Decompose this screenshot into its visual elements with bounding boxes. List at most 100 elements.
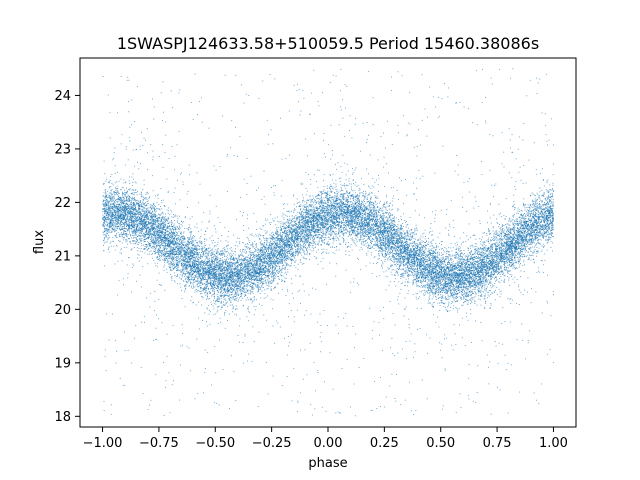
data-point xyxy=(445,283,447,285)
data-point xyxy=(121,242,123,244)
data-point xyxy=(277,276,279,277)
data-point xyxy=(418,280,420,282)
data-point xyxy=(403,264,404,266)
data-point xyxy=(329,200,331,201)
data-point xyxy=(202,271,204,272)
data-point xyxy=(461,294,463,296)
data-point xyxy=(237,286,239,288)
data-point xyxy=(105,235,107,237)
data-point xyxy=(316,234,318,235)
data-point xyxy=(155,233,157,235)
data-point xyxy=(123,234,125,236)
data-point xyxy=(222,275,224,277)
data-point xyxy=(115,245,117,247)
data-point xyxy=(397,237,399,239)
data-point xyxy=(385,253,387,255)
data-point xyxy=(228,244,230,246)
data-point xyxy=(473,207,475,209)
data-point xyxy=(535,218,537,220)
data-point xyxy=(111,230,113,232)
data-point xyxy=(371,252,373,254)
data-point xyxy=(423,265,425,267)
data-point xyxy=(136,216,138,218)
data-point xyxy=(451,344,453,346)
data-point xyxy=(312,238,314,240)
data-point xyxy=(398,259,400,261)
data-point xyxy=(139,145,141,147)
data-point xyxy=(156,257,158,259)
data-point xyxy=(106,207,108,209)
data-point xyxy=(535,220,536,221)
data-point xyxy=(392,222,393,224)
data-point xyxy=(433,302,435,303)
data-point xyxy=(301,224,303,226)
data-point xyxy=(518,234,520,236)
data-point xyxy=(312,227,314,229)
data-point xyxy=(511,276,513,278)
data-point xyxy=(499,291,501,293)
data-point xyxy=(146,128,148,130)
data-point xyxy=(475,268,476,270)
data-point xyxy=(173,254,175,256)
data-point xyxy=(497,274,498,275)
data-point xyxy=(288,225,290,227)
data-point xyxy=(183,221,185,223)
data-point xyxy=(196,242,198,244)
data-point xyxy=(296,202,298,204)
data-point xyxy=(321,199,323,201)
data-point xyxy=(263,256,265,257)
data-point xyxy=(210,254,212,256)
data-point xyxy=(304,228,306,230)
data-point xyxy=(242,290,244,292)
data-point xyxy=(426,267,428,269)
data-point xyxy=(230,273,232,275)
data-point xyxy=(528,219,530,221)
data-point xyxy=(306,200,308,202)
data-point xyxy=(151,217,153,219)
data-point xyxy=(406,263,408,265)
data-point xyxy=(528,214,530,216)
data-point xyxy=(133,230,135,231)
data-point xyxy=(418,268,420,270)
data-point xyxy=(255,285,257,287)
data-point xyxy=(206,297,208,299)
data-point xyxy=(114,165,116,167)
data-point xyxy=(413,268,415,270)
data-point xyxy=(283,242,284,244)
data-point xyxy=(504,250,506,252)
data-point xyxy=(550,223,552,225)
data-point xyxy=(244,295,246,297)
data-point xyxy=(309,214,311,215)
data-point xyxy=(436,260,438,262)
data-point xyxy=(413,251,415,253)
data-point xyxy=(354,214,356,216)
data-point xyxy=(444,287,445,289)
data-point xyxy=(201,296,203,297)
data-point xyxy=(258,269,259,271)
data-point xyxy=(386,227,388,229)
data-point xyxy=(299,237,301,239)
data-point xyxy=(428,288,430,290)
data-point xyxy=(472,262,473,264)
data-point xyxy=(525,239,526,240)
data-point xyxy=(102,217,104,218)
data-point xyxy=(132,227,134,229)
data-point xyxy=(546,202,548,204)
data-point xyxy=(122,278,124,280)
data-point xyxy=(317,222,318,224)
data-point xyxy=(488,268,490,270)
data-point xyxy=(253,296,255,297)
data-point xyxy=(494,260,496,262)
data-point xyxy=(544,225,546,227)
data-point xyxy=(494,282,496,284)
data-point xyxy=(198,267,200,268)
data-point xyxy=(514,268,516,270)
data-point xyxy=(211,257,213,259)
data-point xyxy=(123,218,124,220)
data-point xyxy=(250,286,252,287)
data-point xyxy=(550,197,551,199)
data-point xyxy=(536,272,538,274)
data-point xyxy=(253,314,255,316)
data-point xyxy=(411,269,413,271)
data-point xyxy=(141,204,143,206)
